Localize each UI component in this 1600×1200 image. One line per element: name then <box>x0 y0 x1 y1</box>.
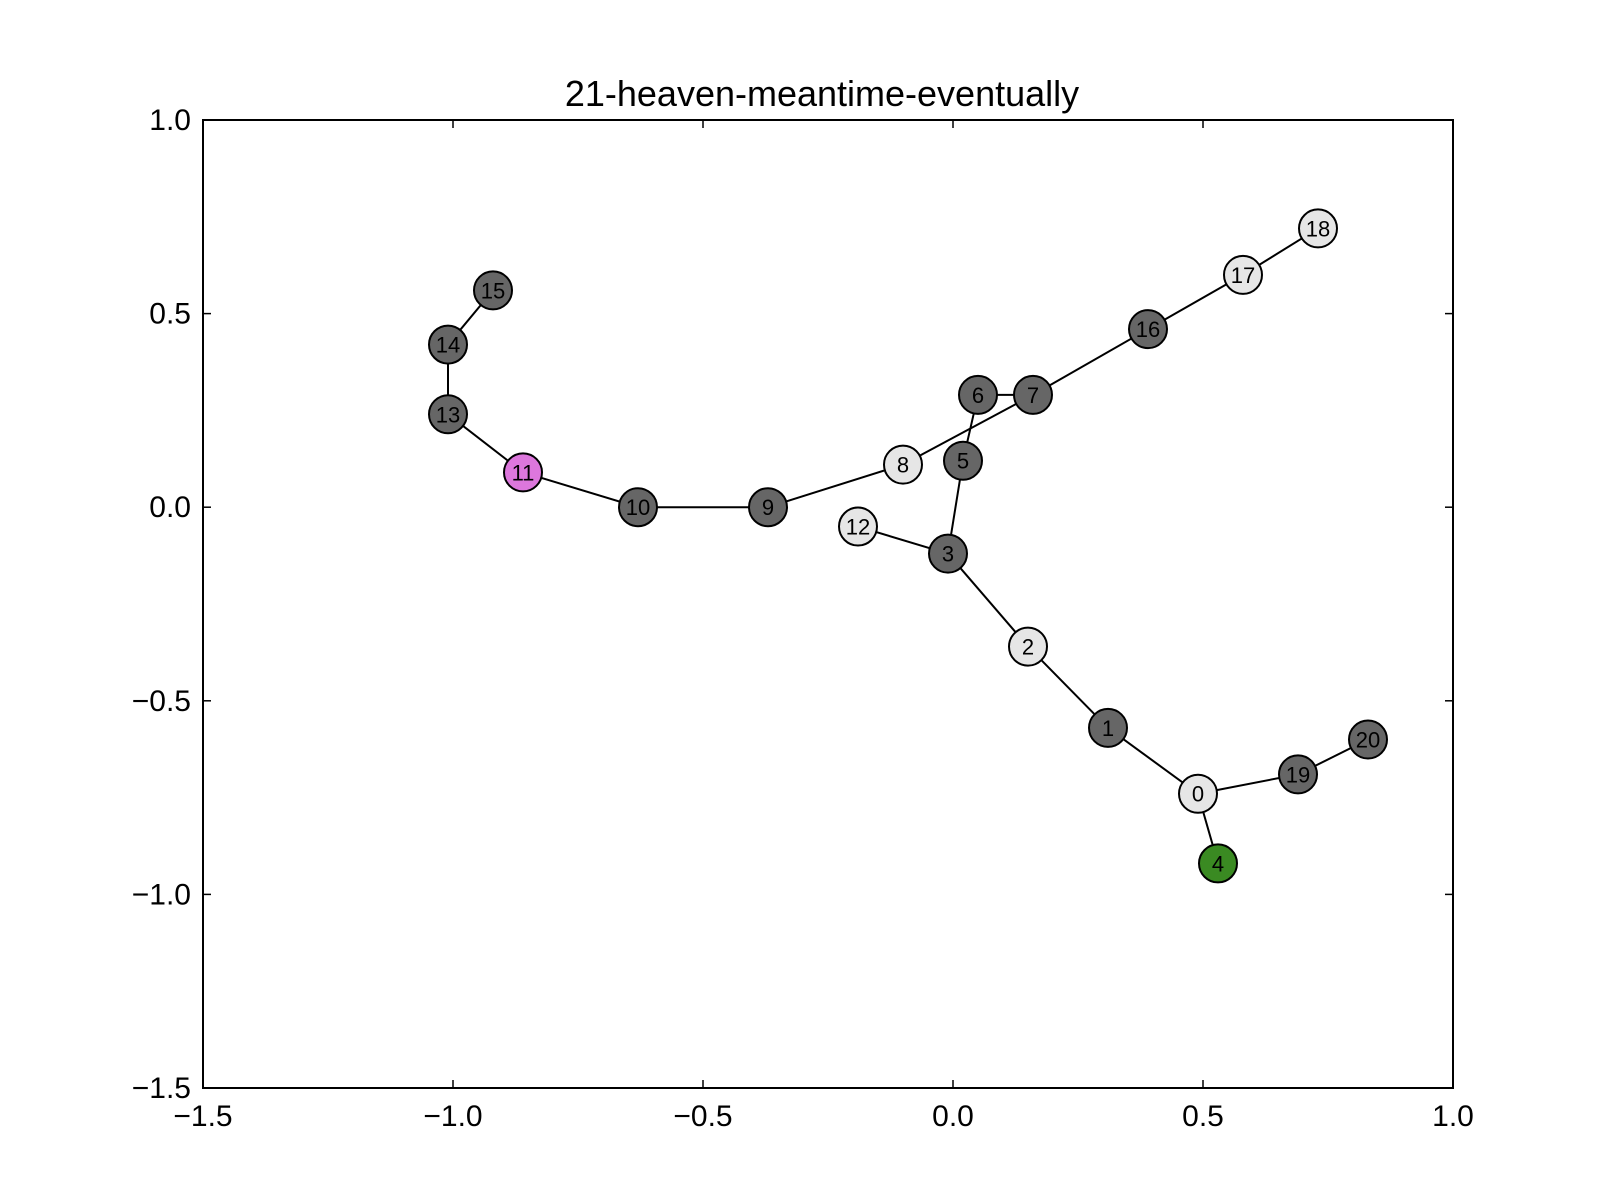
node-circle <box>1008 626 1048 667</box>
node-circle <box>428 324 468 365</box>
node-7: 7 <box>1013 374 1053 415</box>
node-3: 3 <box>928 533 968 574</box>
y-tick-label: 0.0 <box>149 491 191 524</box>
node-circle <box>428 394 468 435</box>
node-9: 9 <box>748 487 788 528</box>
x-tick-label: −0.5 <box>673 1100 732 1133</box>
chart-title: 21-heaven-meantime-eventually <box>565 73 1079 114</box>
node-6: 6 <box>958 374 998 415</box>
node-0: 0 <box>1178 773 1218 814</box>
node-label: 19 <box>1286 762 1310 787</box>
x-tick-label: 0.0 <box>932 1100 974 1133</box>
node-13: 13 <box>428 394 468 435</box>
node-label: 9 <box>762 495 774 520</box>
node-circle <box>1223 254 1263 295</box>
x-tick-label: −1.0 <box>423 1100 482 1133</box>
node-label: 18 <box>1306 216 1330 241</box>
node-16: 16 <box>1128 309 1168 350</box>
node-circle <box>943 440 983 481</box>
node-14: 14 <box>428 324 468 365</box>
node-label: 0 <box>1192 782 1204 807</box>
node-circle <box>838 506 878 547</box>
plot-frame <box>202 119 1454 1089</box>
node-circle <box>618 487 658 528</box>
node-label: 4 <box>1212 851 1224 876</box>
node-circle <box>928 533 968 574</box>
node-10: 10 <box>618 487 658 528</box>
node-20: 20 <box>1348 719 1388 760</box>
node-circle <box>958 374 998 415</box>
node-19: 19 <box>1278 754 1318 795</box>
node-circle <box>1088 707 1128 748</box>
x-tick-label: 1.0 <box>1432 1100 1474 1133</box>
node-label: 20 <box>1356 728 1380 753</box>
node-label: 15 <box>481 278 505 303</box>
node-label: 16 <box>1136 317 1160 342</box>
node-18: 18 <box>1298 208 1338 249</box>
node-label: 8 <box>897 453 909 478</box>
node-circle <box>1278 754 1318 795</box>
node-4: 4 <box>1198 843 1238 884</box>
node-label: 6 <box>972 383 984 408</box>
y-tick-label: −1.0 <box>132 878 191 911</box>
node-circle <box>1348 719 1388 760</box>
node-label: 14 <box>436 333 460 358</box>
node-17: 17 <box>1223 254 1263 295</box>
node-label: 10 <box>626 495 650 520</box>
node-circle <box>1128 309 1168 350</box>
node-12: 12 <box>838 506 878 547</box>
node-circle <box>1013 374 1053 415</box>
node-8: 8 <box>883 444 923 485</box>
edge-10-11 <box>522 471 639 509</box>
node-label: 3 <box>942 542 954 567</box>
node-label: 11 <box>512 460 535 485</box>
edge-7-8 <box>902 394 1034 466</box>
y-tick-label: 1.0 <box>149 104 191 137</box>
node-2: 2 <box>1008 626 1048 667</box>
node-5: 5 <box>943 440 983 481</box>
node-label: 12 <box>846 515 870 540</box>
node-label: 5 <box>957 449 969 474</box>
x-tick-label: −1.5 <box>173 1100 232 1133</box>
node-circle <box>748 487 788 528</box>
node-circle <box>503 452 543 493</box>
y-tick-label: 0.5 <box>149 298 191 331</box>
edge-2-3 <box>947 553 1029 648</box>
y-tick-label: −0.5 <box>132 685 191 718</box>
node-label: 13 <box>436 402 460 427</box>
axis-ticks: −1.5 −1.0 −0.5 0.0 0.5 1.0 −1.5 −1.0 −0.5 0.0 0.5 1… <box>132 104 1474 1133</box>
graph-edges <box>447 227 1369 864</box>
node-circle <box>1298 208 1338 249</box>
edge-8-9 <box>767 463 904 509</box>
y-tick-label: −1.5 <box>132 1072 191 1105</box>
node-label: 7 <box>1027 383 1039 408</box>
node-15: 15 <box>473 270 513 311</box>
node-circle <box>1178 773 1218 814</box>
x-tick-label: 0.5 <box>1182 1100 1224 1133</box>
node-label: 2 <box>1022 635 1034 660</box>
node-label: 1 <box>1102 716 1114 741</box>
node-11: 11 <box>503 452 543 493</box>
node-1: 1 <box>1088 707 1128 748</box>
edge-7-16 <box>1032 328 1149 396</box>
node-circle <box>473 270 513 311</box>
node-circle <box>1198 843 1238 884</box>
node-label: 17 <box>1231 263 1255 288</box>
node-circle <box>883 444 923 485</box>
